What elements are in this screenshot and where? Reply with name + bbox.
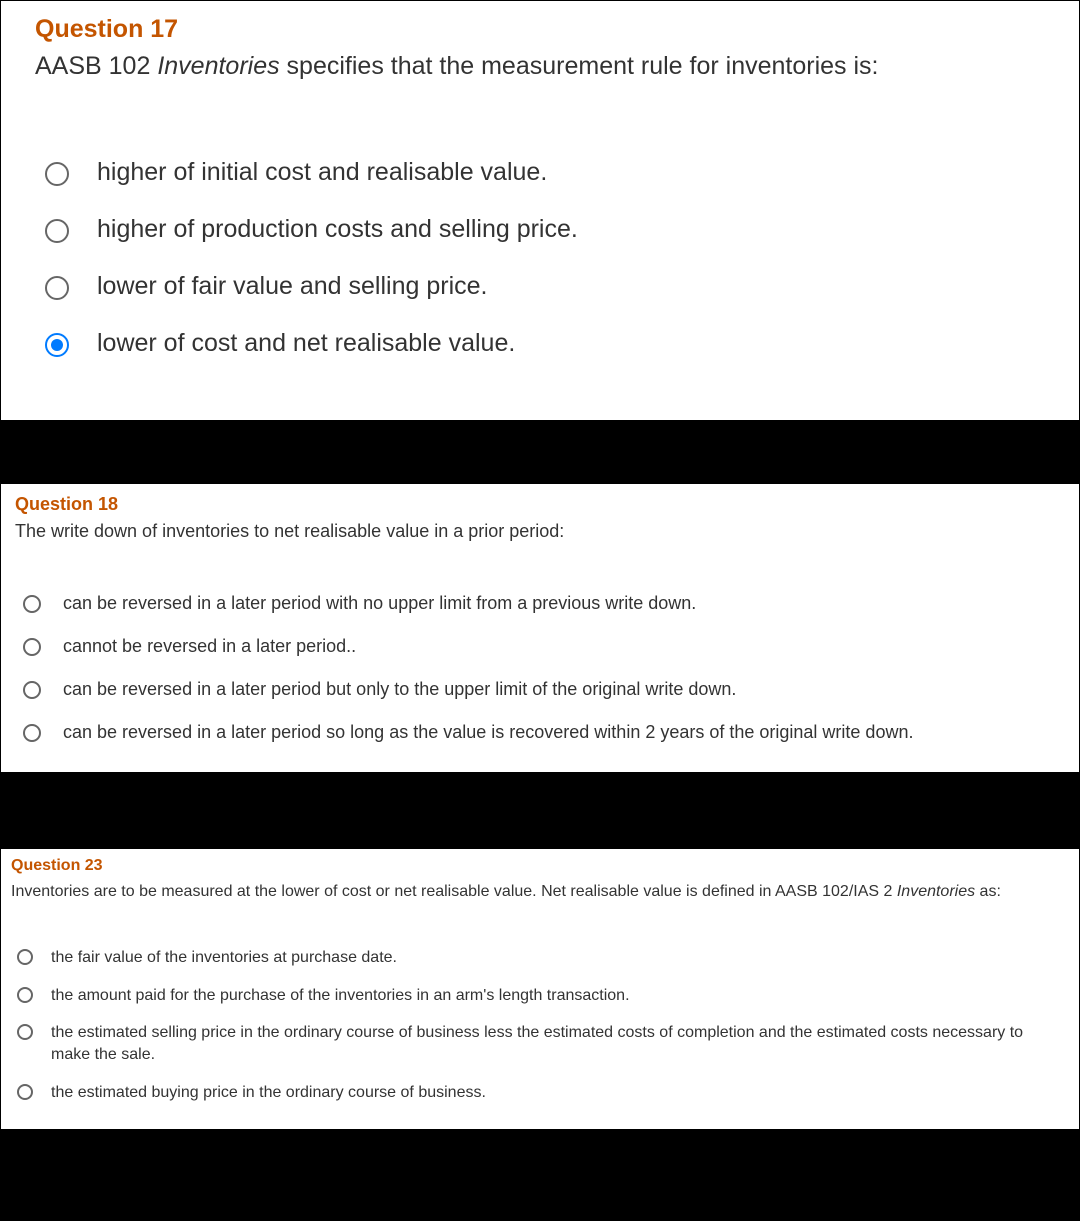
prompt-pre: Inventories are to be measured at the lo… (11, 883, 897, 900)
question-card-18: Question 18 The write down of inventorie… (0, 483, 1080, 773)
options-list: higher of initial cost and realisable va… (35, 144, 1045, 372)
question-title: Question 18 (15, 494, 1059, 515)
options-list: can be reversed in a later period with n… (15, 582, 1059, 754)
radio-icon[interactable] (23, 638, 41, 656)
option-label: cannot be reversed in a later period.. (63, 636, 1059, 657)
options-list: the fair value of the inventories at pur… (11, 939, 1063, 1111)
prompt-post: as: (975, 883, 1001, 900)
radio-icon[interactable] (45, 162, 69, 186)
question-prompt: Inventories are to be measured at the lo… (11, 881, 1063, 903)
question-title: Question 23 (11, 857, 1063, 875)
option-row[interactable]: can be reversed in a later period but on… (15, 679, 1059, 700)
option-label: the amount paid for the purchase of the … (51, 985, 1063, 1007)
option-label: the estimated selling price in the ordin… (51, 1022, 1063, 1065)
option-row[interactable]: the amount paid for the purchase of the … (11, 985, 1063, 1007)
divider-gap (0, 773, 1080, 848)
prompt-pre: The write down of inventories to net rea… (15, 521, 564, 541)
option-row[interactable]: lower of cost and net realisable value. (35, 329, 1045, 358)
option-row[interactable]: the estimated buying price in the ordina… (11, 1082, 1063, 1104)
option-label: higher of production costs and selling p… (97, 215, 1045, 244)
option-label: can be reversed in a later period but on… (63, 679, 1059, 700)
option-label: can be reversed in a later period so lon… (63, 722, 1059, 743)
option-row[interactable]: cannot be reversed in a later period.. (15, 636, 1059, 657)
radio-icon[interactable] (17, 949, 33, 965)
radio-icon[interactable] (23, 595, 41, 613)
radio-icon[interactable] (45, 333, 69, 357)
prompt-italic: Inventories (897, 883, 975, 900)
radio-icon[interactable] (17, 1024, 33, 1040)
option-label: the estimated buying price in the ordina… (51, 1082, 1063, 1104)
option-label: lower of fair value and selling price. (97, 272, 1045, 301)
option-row[interactable]: lower of fair value and selling price. (35, 272, 1045, 301)
prompt-italic: Inventories (157, 52, 279, 80)
option-label: lower of cost and net realisable value. (97, 329, 1045, 358)
radio-icon[interactable] (45, 276, 69, 300)
radio-icon[interactable] (45, 219, 69, 243)
question-prompt: The write down of inventories to net rea… (15, 521, 1059, 542)
option-row[interactable]: higher of production costs and selling p… (35, 215, 1045, 244)
radio-icon[interactable] (23, 724, 41, 742)
radio-icon[interactable] (17, 987, 33, 1003)
radio-icon[interactable] (23, 681, 41, 699)
option-row[interactable]: higher of initial cost and realisable va… (35, 158, 1045, 187)
question-card-17: Question 17 AASB 102 Inventories specifi… (0, 0, 1080, 421)
option-label: the fair value of the inventories at pur… (51, 947, 1063, 969)
prompt-post: specifies that the measurement rule for … (280, 52, 879, 80)
radio-icon[interactable] (17, 1084, 33, 1100)
divider-gap (0, 421, 1080, 483)
option-row[interactable]: can be reversed in a later period so lon… (15, 722, 1059, 743)
question-title: Question 17 (35, 15, 1045, 44)
prompt-pre: AASB 102 (35, 52, 157, 80)
option-label: higher of initial cost and realisable va… (97, 158, 1045, 187)
question-card-23: Question 23 Inventories are to be measur… (0, 848, 1080, 1130)
question-prompt: AASB 102 Inventories specifies that the … (35, 50, 1045, 84)
option-row[interactable]: can be reversed in a later period with n… (15, 593, 1059, 614)
option-row[interactable]: the estimated selling price in the ordin… (11, 1022, 1063, 1065)
option-row[interactable]: the fair value of the inventories at pur… (11, 947, 1063, 969)
option-label: can be reversed in a later period with n… (63, 593, 1059, 614)
